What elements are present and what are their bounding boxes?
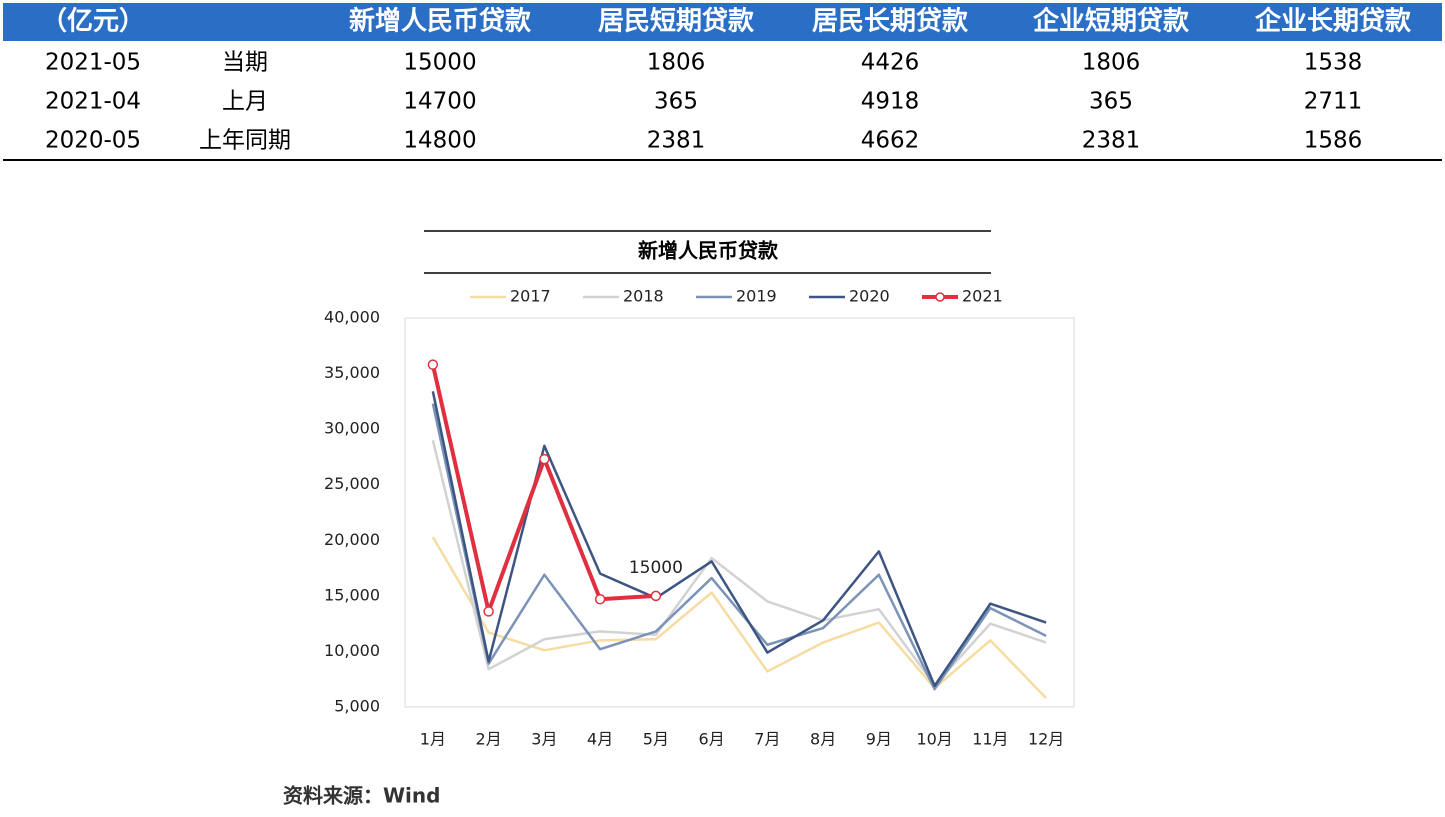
table-cell: 2381 bbox=[647, 128, 706, 154]
y-tick-label: 20,000 bbox=[324, 530, 380, 549]
table-cell: 2020-05 bbox=[45, 128, 141, 154]
x-tick-label: 3月 bbox=[531, 730, 557, 749]
table-cell: 1806 bbox=[647, 50, 706, 76]
table-cell: 1586 bbox=[1304, 128, 1363, 154]
plot-frame bbox=[404, 317, 1075, 708]
y-tick-label: 35,000 bbox=[324, 363, 380, 382]
table-cell: 14700 bbox=[403, 89, 476, 115]
data-label: 15000 bbox=[629, 558, 683, 578]
table-header-cell: 企业短期贷款 bbox=[1033, 6, 1190, 37]
y-tick-label: 25,000 bbox=[324, 474, 380, 493]
legend-label: 2019 bbox=[736, 287, 777, 306]
y-tick-label: 10,000 bbox=[324, 641, 380, 660]
legend-label: 2021 bbox=[962, 287, 1003, 306]
point-marker bbox=[650, 590, 662, 602]
y-tick-label: 30,000 bbox=[324, 419, 380, 438]
point-marker bbox=[594, 593, 606, 605]
series-line bbox=[431, 536, 1048, 699]
table-cell: 2021-05 bbox=[45, 50, 141, 76]
table-header-cell: 新增人民币贷款 bbox=[349, 6, 532, 37]
legend-label: 2018 bbox=[623, 287, 664, 306]
y-tick-label: 5,000 bbox=[334, 697, 380, 716]
point-marker bbox=[539, 453, 550, 465]
table-header-bg bbox=[3, 3, 1442, 41]
y-tick-label: 15,000 bbox=[324, 585, 380, 604]
table-cell: 4918 bbox=[861, 89, 920, 115]
x-tick-label: 9月 bbox=[866, 730, 892, 749]
legend-marker bbox=[935, 292, 945, 302]
y-tick-label: 40,000 bbox=[324, 308, 380, 327]
x-tick-label: 8月 bbox=[810, 730, 836, 749]
table-cell: 365 bbox=[1089, 89, 1133, 115]
table-cell: 2711 bbox=[1304, 89, 1363, 115]
legend-label: 2017 bbox=[510, 287, 551, 306]
table-cell: 4662 bbox=[861, 128, 920, 154]
legend-label: 2020 bbox=[849, 287, 890, 306]
table-cell: 2021-04 bbox=[45, 89, 141, 115]
x-tick-label: 6月 bbox=[699, 730, 725, 749]
x-tick-label: 2月 bbox=[476, 730, 502, 749]
point-marker bbox=[427, 359, 439, 370]
table-cell: 上年同期 bbox=[199, 128, 291, 154]
x-tick-label: 11月 bbox=[972, 730, 1008, 749]
series-line bbox=[431, 403, 1047, 691]
x-tick-label: 1月 bbox=[420, 730, 446, 749]
table-header-cell: 企业长期贷款 bbox=[1255, 6, 1412, 37]
table-header-cell: 居民短期贷款 bbox=[598, 6, 755, 37]
x-tick-label: 4月 bbox=[587, 730, 613, 749]
series-line bbox=[431, 391, 1047, 688]
x-tick-label: 10月 bbox=[916, 730, 952, 749]
x-tick-label: 12月 bbox=[1028, 730, 1064, 749]
series-line bbox=[431, 439, 1047, 687]
table-cell: 15000 bbox=[403, 50, 476, 76]
source: 资料来源：Wind bbox=[283, 784, 440, 808]
table-cell: 上月 bbox=[222, 89, 268, 115]
table-header-cell: 居民长期贷款 bbox=[812, 6, 969, 37]
table-cell: 1806 bbox=[1082, 50, 1141, 76]
table-cell: 2381 bbox=[1082, 128, 1141, 154]
table-cell: 365 bbox=[654, 89, 698, 115]
chart-title: 新增人民币贷款 bbox=[638, 239, 779, 263]
table-cell: 4426 bbox=[861, 50, 920, 76]
table-cell: 1538 bbox=[1304, 50, 1363, 76]
point-marker bbox=[483, 606, 494, 617]
table-cell: 14800 bbox=[403, 128, 476, 154]
x-tick-label: 5月 bbox=[643, 730, 669, 749]
x-tick-label: 7月 bbox=[754, 730, 780, 749]
table-header-cell: （亿元） bbox=[41, 7, 145, 37]
table-cell: 当期 bbox=[222, 50, 268, 76]
